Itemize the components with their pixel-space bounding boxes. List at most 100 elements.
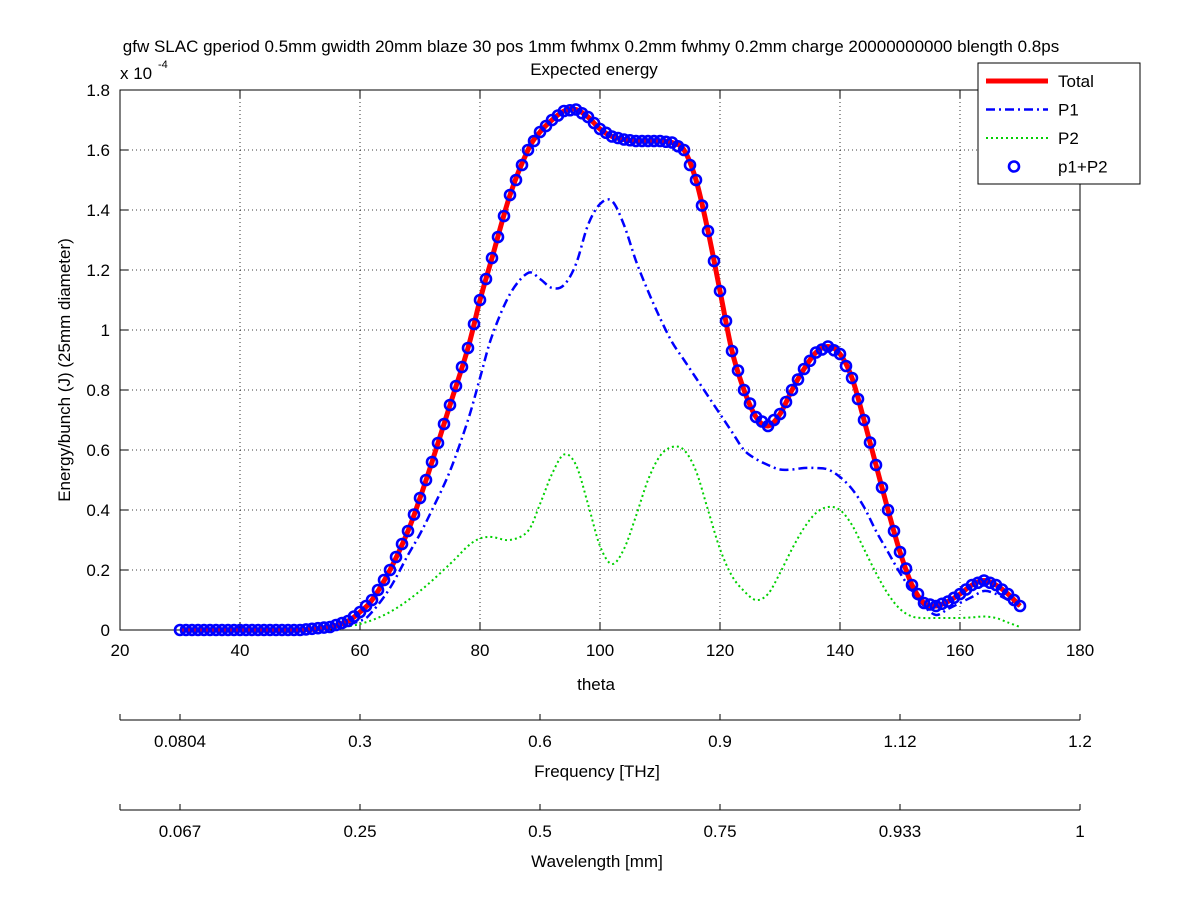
data-point-marker	[335, 616, 349, 630]
data-point-marker	[455, 360, 469, 374]
data-point-marker	[689, 173, 703, 187]
data-point-marker	[695, 199, 709, 212]
series-p1-p2-markers	[173, 103, 1027, 637]
legend-entry-p1-p2: p1+P2	[1007, 158, 1108, 177]
y-exponent-power: -4	[158, 59, 168, 71]
secondary-axis-2: 0.067 0.25 0.5 0.75 0.933 1 Wavelength [mm]	[119, 804, 1085, 871]
secondary-axis-tick-label: 0.25	[343, 822, 376, 841]
data-point-marker	[653, 134, 667, 148]
legend-label: p1+P2	[1058, 158, 1108, 177]
data-point-marker	[725, 344, 739, 358]
data-point-marker	[251, 623, 265, 637]
data-point-marker	[407, 508, 421, 521]
x-tick-label: 60	[351, 641, 370, 660]
data-point-marker	[503, 188, 517, 202]
data-point-marker	[479, 272, 493, 286]
data-point-marker	[719, 314, 733, 328]
data-point-marker	[473, 293, 487, 307]
y-tick-label: 1.4	[86, 201, 110, 220]
secondary-axis-tick-label: 0.9	[708, 732, 732, 751]
data-point-marker	[635, 134, 649, 148]
data-point-marker	[521, 143, 535, 157]
data-point-marker	[935, 597, 949, 611]
data-point-marker	[287, 623, 301, 637]
data-point-marker	[509, 173, 523, 187]
secondary-axis-tick-label: 1.12	[883, 732, 916, 751]
data-point-marker	[437, 417, 451, 431]
series-p2-line	[329, 445, 1021, 630]
y-tick-labels: 0 0.2 0.4 0.6 0.8 1 1.2 1.4 1.6 1.8	[86, 81, 110, 640]
data-point-marker	[881, 503, 895, 517]
y-tick-label: 0.8	[86, 381, 110, 400]
data-point-marker	[527, 134, 541, 148]
data-point-marker	[779, 395, 793, 409]
data-point-marker	[677, 143, 691, 157]
data-point-marker	[869, 458, 883, 472]
y-exponent-label: x 10	[120, 64, 152, 83]
data-point-marker	[557, 104, 571, 118]
data-point-marker	[179, 623, 193, 637]
legend-label: P2	[1058, 129, 1079, 148]
data-point-marker	[845, 371, 859, 385]
data-point-marker	[983, 576, 997, 590]
data-point-marker	[377, 573, 391, 587]
secondary-axis-label: Wavelength [mm]	[531, 852, 663, 871]
data-point-marker	[263, 623, 277, 637]
legend: Total P1 P2 p1+P2	[977, 62, 1141, 185]
data-point-marker	[329, 618, 343, 632]
chart-subtitle: Expected energy	[530, 60, 658, 79]
data-point-marker	[563, 103, 577, 117]
data-point-marker	[971, 576, 985, 590]
data-point-marker	[233, 623, 247, 637]
y-tick-label: 1.2	[86, 261, 110, 280]
data-point-marker	[467, 317, 481, 331]
data-point-marker	[383, 563, 397, 577]
data-point-marker	[449, 379, 463, 393]
y-tick-label: 1.6	[86, 141, 110, 160]
secondary-axis-label: Frequency [THz]	[534, 762, 660, 781]
data-point-marker	[803, 354, 817, 368]
data-point-marker	[221, 623, 235, 637]
data-point-marker	[623, 133, 637, 147]
data-point-marker	[323, 620, 337, 634]
data-point-marker	[785, 383, 799, 397]
data-point-marker	[461, 341, 475, 355]
x-tick-label: 20	[111, 641, 130, 660]
data-point-marker	[1013, 599, 1027, 613]
data-point-marker	[425, 455, 439, 469]
data-point-marker	[977, 574, 991, 587]
data-point-marker	[731, 364, 745, 377]
data-point-marker	[875, 481, 889, 494]
x-tick-label: 80	[471, 641, 490, 660]
data-point-marker	[899, 562, 913, 575]
data-point-marker	[659, 135, 673, 149]
y-tick-label: 1	[101, 321, 110, 340]
legend-label: Total	[1058, 72, 1094, 91]
x-tick-labels: 20 40 60 80 100 120 140 160 180	[111, 641, 1095, 660]
y-axis-label: Energy/bunch (J) (25mm diameter)	[55, 238, 74, 502]
data-point-marker	[707, 254, 721, 268]
secondary-axis-tick-label: 0.0804	[154, 732, 206, 751]
data-point-marker	[857, 413, 871, 427]
data-point-marker	[215, 623, 229, 637]
secondary-axis-tick-label: 0.6	[528, 732, 552, 751]
legend-label: P1	[1058, 101, 1079, 120]
secondary-axis-tick-label: 0.3	[348, 732, 372, 751]
data-point-marker	[269, 623, 283, 637]
secondary-axis-1: 0.0804 0.3 0.6 0.9 1.12 1.2 Frequency [THz]	[119, 714, 1092, 781]
data-point-marker	[887, 524, 901, 538]
data-point-marker	[515, 158, 529, 172]
data-point-marker	[863, 436, 877, 449]
data-point-marker	[365, 593, 379, 607]
legend-entries: Total P1 P2 p1+P2	[986, 72, 1108, 177]
data-point-marker	[911, 587, 925, 601]
data-point-marker	[401, 524, 415, 538]
secondary-axis-tick-label: 0.5	[528, 822, 552, 841]
data-point-marker	[713, 284, 727, 298]
secondary-axis-tick-label: 0.067	[159, 822, 202, 841]
data-point-marker	[605, 130, 619, 143]
data-point-marker	[299, 623, 313, 636]
data-point-marker	[815, 343, 829, 356]
y-tick-label: 0.2	[86, 561, 110, 580]
